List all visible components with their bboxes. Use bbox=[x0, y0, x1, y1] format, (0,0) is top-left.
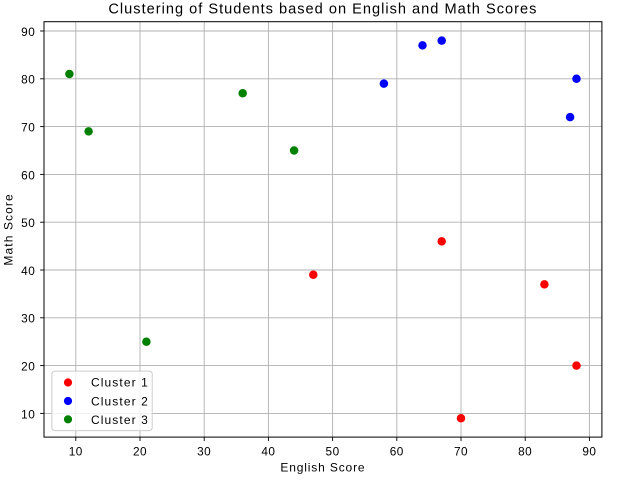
svg-text:Clustering of Students based o: Clustering of Students based on English … bbox=[108, 2, 537, 18]
svg-text:English Score: English Score bbox=[280, 461, 365, 475]
svg-text:40: 40 bbox=[21, 264, 35, 278]
svg-text:30: 30 bbox=[21, 312, 35, 326]
svg-text:10: 10 bbox=[21, 407, 35, 421]
svg-text:Cluster 1: Cluster 1 bbox=[91, 375, 149, 389]
svg-text:40: 40 bbox=[261, 444, 275, 458]
svg-text:Math Score: Math Score bbox=[1, 193, 15, 265]
svg-text:50: 50 bbox=[326, 444, 340, 458]
svg-text:70: 70 bbox=[21, 121, 35, 135]
svg-text:70: 70 bbox=[454, 444, 468, 458]
svg-text:60: 60 bbox=[390, 444, 404, 458]
svg-text:60: 60 bbox=[21, 168, 35, 182]
svg-text:80: 80 bbox=[518, 444, 532, 458]
svg-text:Cluster 2: Cluster 2 bbox=[91, 395, 149, 409]
svg-text:80: 80 bbox=[21, 73, 35, 87]
svg-text:30: 30 bbox=[197, 444, 211, 458]
svg-text:10: 10 bbox=[69, 444, 83, 458]
svg-text:90: 90 bbox=[21, 25, 35, 39]
svg-text:20: 20 bbox=[21, 360, 35, 374]
svg-text:50: 50 bbox=[21, 216, 35, 230]
svg-text:Cluster 3: Cluster 3 bbox=[91, 413, 149, 427]
svg-text:20: 20 bbox=[133, 444, 147, 458]
svg-text:90: 90 bbox=[582, 444, 596, 458]
